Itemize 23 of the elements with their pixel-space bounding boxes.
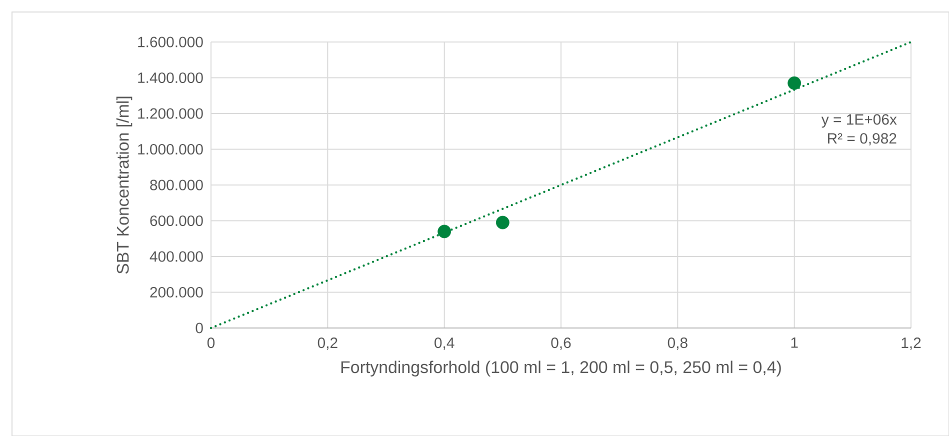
x-tick-label: 1	[791, 338, 798, 348]
y-tick-label: 200.000	[150, 286, 203, 298]
x-tick-label: 1,2	[902, 338, 921, 350]
x-tick-label: 0,4	[434, 338, 454, 350]
annotation: R² = 0,982	[828, 133, 896, 146]
x-tick-label: 0,6	[551, 338, 571, 350]
y-tick-label: 400.000	[150, 251, 203, 262]
x-tick-label: 0,2	[318, 338, 338, 350]
y-tick-label: 1.200.000	[138, 108, 203, 119]
y-tick-label: 600.000	[150, 215, 203, 226]
y-tick-label: 1.000.000	[138, 144, 203, 155]
point	[496, 216, 510, 230]
y-axis-title: SBT Koncentration [/ml]	[116, 96, 132, 274]
y-tick-label: 0	[196, 322, 203, 334]
x-tick-label: 0	[207, 338, 215, 348]
x-axis-title: Fortyndingsforhold (100 ml = 1, 200 ml = 0,5, 250 ml = 0,4)	[341, 360, 781, 376]
y-tick-label: 800.000	[150, 180, 203, 190]
x-tick-label: 0,8	[668, 338, 688, 350]
annotation: y = 1E+06x	[821, 114, 897, 128]
y-tick-label: 1.600.000	[138, 36, 203, 48]
point	[438, 224, 452, 238]
point	[788, 76, 802, 90]
y-tick-label: 1.400.000	[138, 72, 203, 84]
